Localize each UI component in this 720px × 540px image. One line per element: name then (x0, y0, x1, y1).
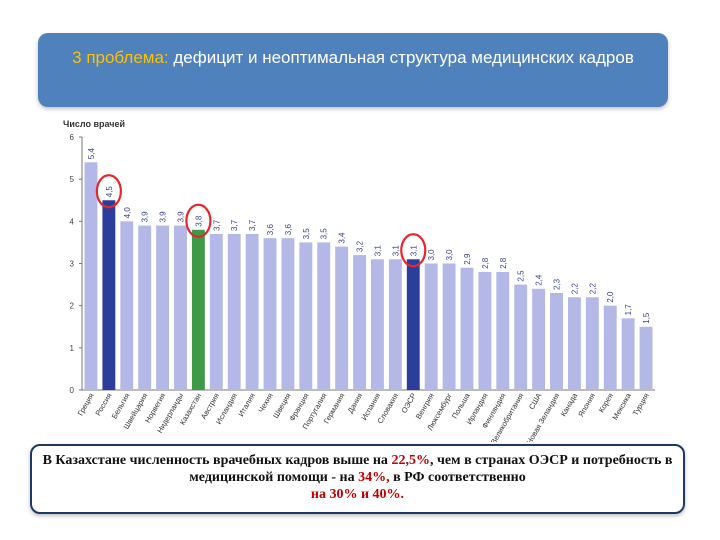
bar (102, 200, 116, 390)
x-tick-label: Корея (597, 392, 615, 415)
data-label: 4,0 (123, 207, 132, 219)
bar (227, 233, 241, 390)
y-tick-label: 2 (70, 302, 75, 311)
note-text-2: , чем в странах ОЭСР и потребность в мед… (189, 453, 673, 485)
highlight-circle (185, 203, 212, 238)
note-text-1: В Казахстане численность врачебных кадро… (42, 453, 392, 468)
chart-svg: Число врачей01234565,4Греция4,5Россия4,0… (63, 119, 655, 442)
data-label: 1,5 (642, 312, 651, 324)
bar (209, 233, 223, 390)
y-tick-label: 5 (70, 175, 75, 184)
bar (245, 233, 259, 390)
data-label: 3,0 (445, 249, 454, 261)
bar (191, 229, 205, 390)
x-tick-label: Турция (631, 392, 651, 418)
bar (174, 225, 187, 390)
data-label: 2,4 (535, 274, 544, 286)
data-label: 3,5 (320, 228, 329, 240)
bar (281, 238, 295, 390)
bar (317, 242, 331, 390)
data-label: 3,9 (141, 211, 150, 223)
bar (424, 263, 438, 390)
bar (478, 271, 492, 390)
data-label: 3,6 (284, 224, 293, 236)
x-tick-label: Чехия (256, 392, 274, 415)
data-label: 2,5 (517, 270, 526, 282)
bar (388, 259, 402, 390)
data-label: 3,5 (302, 228, 311, 240)
x-tick-label: ОЭСР (399, 392, 418, 415)
note-pct-1: 22,5% (391, 453, 430, 468)
title-text: дефицит и неоптимальная структура медици… (168, 48, 634, 67)
data-label: 4,5 (105, 186, 114, 198)
bar (442, 263, 456, 390)
data-label: 3,4 (338, 232, 347, 244)
bar (550, 293, 563, 390)
data-label: 5,4 (87, 148, 96, 160)
data-label: 1,7 (624, 304, 633, 316)
bar (567, 297, 581, 390)
note-pct-2: 34%, (358, 470, 390, 485)
bar (263, 238, 277, 390)
data-label: 3,6 (266, 224, 275, 236)
data-label: 3,2 (356, 240, 365, 252)
data-label: 3,0 (427, 249, 436, 261)
bar (621, 318, 635, 390)
bar (156, 225, 170, 390)
data-label: 3,1 (373, 245, 382, 257)
bar (639, 326, 653, 390)
bar (496, 271, 510, 390)
chart-title: Число врачей (63, 119, 125, 129)
data-label: 2,0 (606, 291, 615, 303)
bar (84, 162, 98, 390)
bar (603, 305, 617, 390)
note-pct-3: на 30% и 40%. (310, 487, 405, 502)
bar (460, 267, 474, 390)
bar (585, 297, 599, 390)
x-tick-label: Япония (576, 392, 597, 419)
y-tick-label: 1 (70, 344, 75, 353)
bar-chart: Число врачей 0 1 2 3 4 5 6 5,4 Греция 4,5 Россия 4,0… (55, 112, 665, 442)
bar (335, 246, 349, 390)
note-text-3: в РФ соответственно (389, 470, 526, 485)
bar (138, 225, 152, 390)
bar (514, 284, 528, 390)
data-label: 2,2 (570, 283, 579, 295)
bar (406, 259, 420, 390)
y-tick-label: 0 (70, 386, 75, 395)
note-box: В Казахстане численность врачебных кадро… (30, 444, 685, 514)
x-tick-label: США (527, 392, 543, 411)
highlight-circle (400, 233, 427, 268)
data-label: 2,8 (481, 257, 490, 269)
data-label: 3,9 (159, 211, 168, 223)
highlight-circle (95, 174, 122, 209)
slide-title: 3 проблема: дефицит и неоптимальная стру… (38, 33, 668, 107)
x-tick-label: Дания (346, 392, 365, 415)
bar (299, 242, 313, 390)
bar (353, 255, 366, 390)
data-label: 3,7 (212, 219, 221, 231)
data-label: 2,2 (588, 283, 597, 295)
data-label: 3,1 (409, 245, 418, 257)
bar (371, 259, 384, 390)
bar (532, 288, 546, 390)
data-label: 3,9 (176, 211, 185, 223)
data-label: 2,9 (463, 253, 472, 265)
data-label: 2,3 (553, 278, 562, 290)
data-label: 3,7 (230, 219, 239, 231)
data-label: 3,7 (248, 219, 257, 231)
data-label: 3,1 (391, 245, 400, 257)
y-tick-label: 3 (70, 260, 75, 269)
data-label: 2,8 (499, 257, 508, 269)
y-tick-label: 4 (70, 217, 75, 226)
title-prefix: 3 проблема: (72, 48, 169, 67)
data-label: 3,8 (194, 215, 203, 227)
x-tick-label: Италия (236, 392, 257, 419)
y-tick-label: 6 (70, 133, 75, 142)
bar (120, 221, 134, 390)
